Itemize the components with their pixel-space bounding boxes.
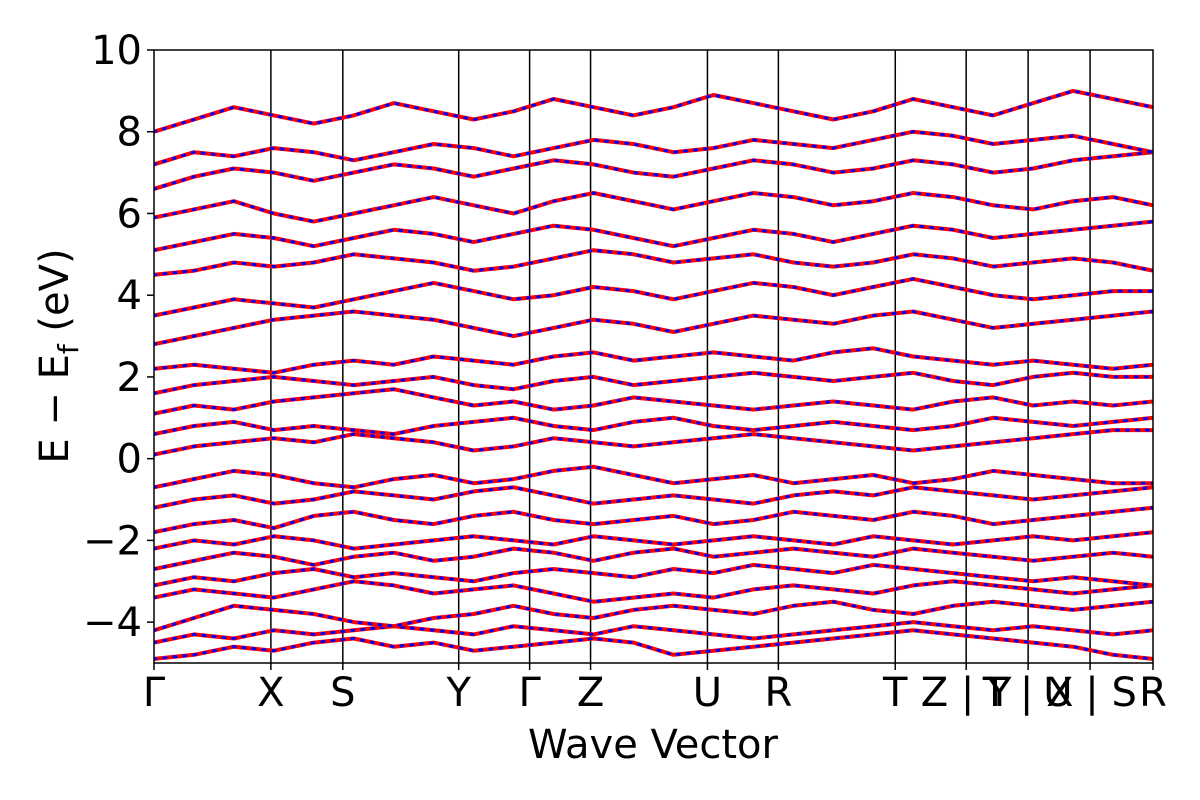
band-line-red [154,191,1153,224]
band-line-blue [154,150,1153,191]
band-line-blue [154,563,1153,587]
band-line-red [154,346,1153,375]
band-lines [154,88,1153,661]
band-line-blue [154,506,1153,534]
band-line-red [154,219,1153,253]
band-line-red [154,370,1153,396]
x-tick-label: U | S [1043,670,1137,716]
x-tick-label: R [764,670,792,716]
y-tick-label: 4 [117,273,142,319]
x-tick-label: T | X [982,670,1074,716]
x-tick-label: Z [577,670,604,716]
x-tick-label: Y [445,670,471,716]
y-tick-label: 2 [117,355,142,401]
band-line-blue [154,191,1153,224]
band-line-red [154,88,1153,134]
band-line-blue [154,428,1153,457]
y-tick-label: 6 [117,191,142,237]
band-line-red [154,150,1153,191]
x-tick-label: X [257,670,284,716]
band-line-blue [154,465,1153,489]
y-axis-title-unit: (eV) [32,248,78,331]
band-line-blue [154,530,1153,551]
y-tick-label: −2 [83,518,142,564]
y-axis-title-main: E − E [32,354,78,464]
y-axis-title-sub: f [52,343,85,354]
y-tick-label: 0 [117,437,142,483]
band-line-blue [154,248,1153,277]
band-line-red [154,387,1153,416]
x-tick-label: U [693,670,722,716]
band-line-blue [154,628,1153,661]
band-line-blue [154,416,1153,436]
svg-text:E − Ef (eV): E − Ef (eV) [32,248,85,463]
band-line-blue [154,620,1153,645]
plot-frame [153,49,1154,664]
band-line-blue [154,130,1153,166]
y-axis-title: E − Ef (eV) [32,248,85,463]
x-tick-label: Γ [518,670,541,716]
y-tick-label: 8 [117,110,142,156]
band-line-blue [154,547,1153,571]
y-tick-label: −4 [83,600,142,646]
x-tick-label: S [330,670,355,716]
band-line-red [154,464,1153,490]
band-line-blue [154,485,1153,510]
band-line-blue [154,277,1153,318]
x-axis-title: Wave Vector [528,722,779,768]
y-axis-ticks: −4 −2 0 2 4 6 8 10 [83,28,154,646]
band-line-blue [154,371,1153,395]
band-line-blue [154,89,1153,134]
x-tick-label: T [882,670,908,716]
band-line-red [154,485,1153,510]
band-line-red [154,562,1153,588]
band-line-blue [154,346,1153,375]
band-line-blue [154,220,1153,252]
band-line-red [154,276,1153,318]
band-line-blue [154,579,1153,604]
band-line-blue [154,309,1153,346]
band-line-blue [154,387,1153,416]
band-line-red [154,599,1153,633]
y-tick-label: 10 [91,28,142,74]
x-tick-label: Γ [143,670,166,716]
x-tick-label: R [1139,670,1167,716]
x-tick-label: Z | Y [921,670,1012,716]
band-line-blue [154,600,1153,632]
band-line-red [154,129,1153,167]
